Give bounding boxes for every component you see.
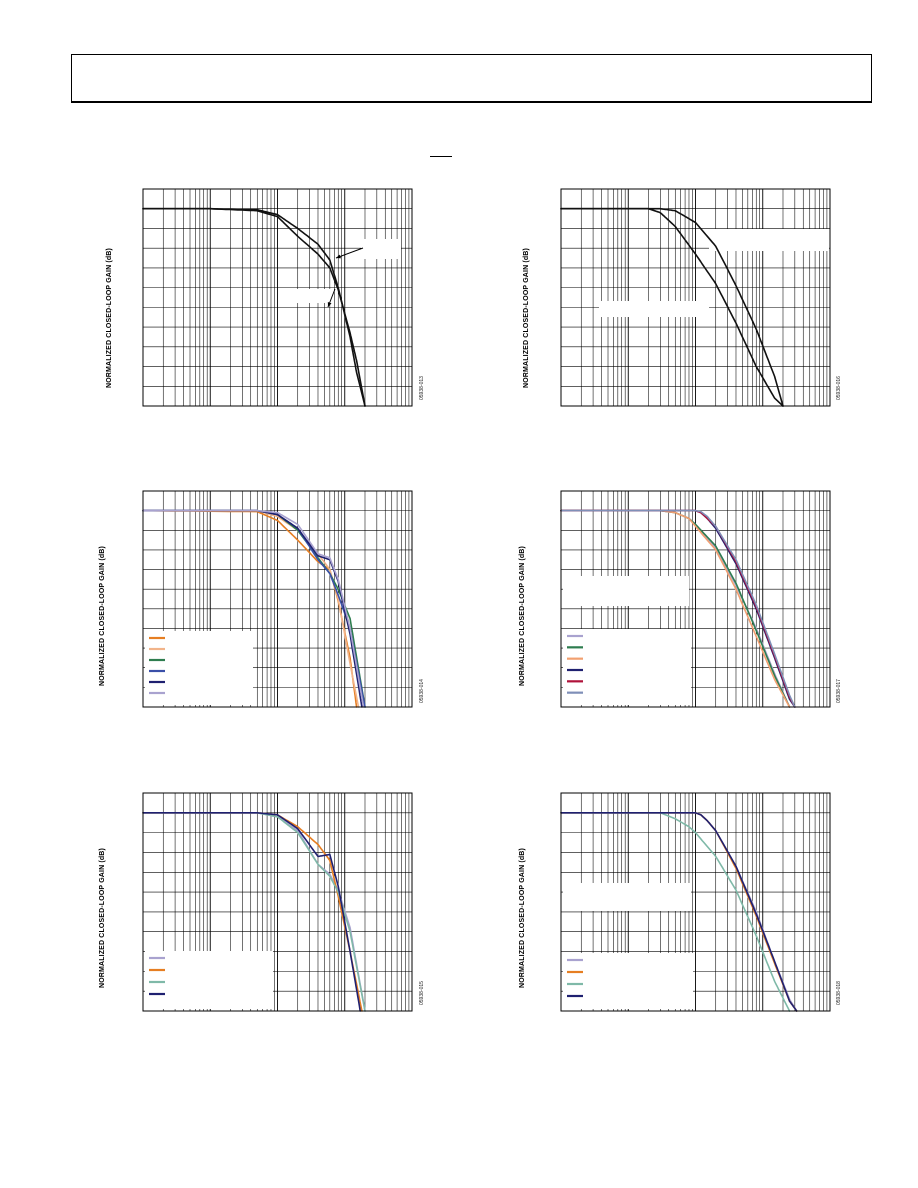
legend	[145, 951, 273, 1009]
arrow-head	[336, 254, 341, 259]
annotation-arrow	[335, 247, 364, 259]
legend	[563, 629, 691, 705]
plot-frame	[560, 188, 831, 407]
frequency-response-chart-1	[142, 188, 413, 407]
legend-box	[563, 953, 693, 1009]
figure-code: 05938-016	[836, 376, 842, 400]
figure-code: 05938-017	[836, 679, 842, 703]
y-axis-label: NORMALIZED CLOSED-LOOP GAIN (dB)	[519, 848, 526, 988]
series-line-3	[560, 509, 791, 708]
annotation-area	[709, 229, 829, 251]
figure-code: 05938-018	[836, 981, 842, 1005]
legend	[145, 631, 253, 705]
grid	[561, 189, 830, 406]
figure-code: 05938-013	[419, 376, 425, 400]
frequency-response-chart-5	[142, 792, 413, 1012]
series-line-6	[560, 509, 796, 708]
grid	[143, 189, 412, 406]
series-line-6	[142, 509, 365, 708]
page-header	[71, 54, 872, 103]
plot-frame	[560, 490, 831, 708]
arrow-head	[327, 302, 332, 307]
annotation-area	[563, 576, 689, 606]
series-line-3	[560, 811, 791, 1012]
y-axis-label: NORMALIZED CLOSED-LOOP GAIN (dB)	[99, 848, 106, 988]
frequency-response-chart-2	[560, 188, 831, 407]
y-axis-label: NORMALIZED CLOSED-LOOP GAIN (dB)	[99, 546, 106, 686]
plot-frame	[560, 792, 831, 1012]
plot-frame	[142, 188, 413, 407]
frequency-response-chart-6	[560, 792, 831, 1012]
y-axis-label: NORMALIZED CLOSED-LOOP GAIN (dB)	[519, 546, 526, 686]
series-line-4	[560, 811, 798, 1012]
figure-code: 05938-014	[419, 679, 425, 703]
overline-mark	[430, 156, 452, 157]
legend-box	[563, 629, 691, 705]
annotation-area	[599, 301, 709, 317]
plot-frame	[142, 490, 413, 708]
y-axis-label: NORMALIZED CLOSED-LOOP GAIN (dB)	[523, 248, 530, 388]
annotation-area	[361, 239, 401, 259]
frequency-response-chart-3	[142, 490, 413, 708]
y-axis-label: NORMALIZED CLOSED-LOOP GAIN (dB)	[106, 248, 113, 388]
series-line-2	[142, 207, 366, 407]
plot-frame	[142, 792, 413, 1012]
series-line-2	[560, 207, 784, 407]
annotation-area	[293, 289, 333, 303]
series-line-4	[142, 811, 361, 1012]
legend-box	[145, 951, 273, 1009]
figure-code: 05938-015	[419, 981, 425, 1005]
annotation-area	[563, 883, 691, 911]
frequency-response-chart-4	[560, 490, 831, 708]
legend	[563, 953, 693, 1009]
